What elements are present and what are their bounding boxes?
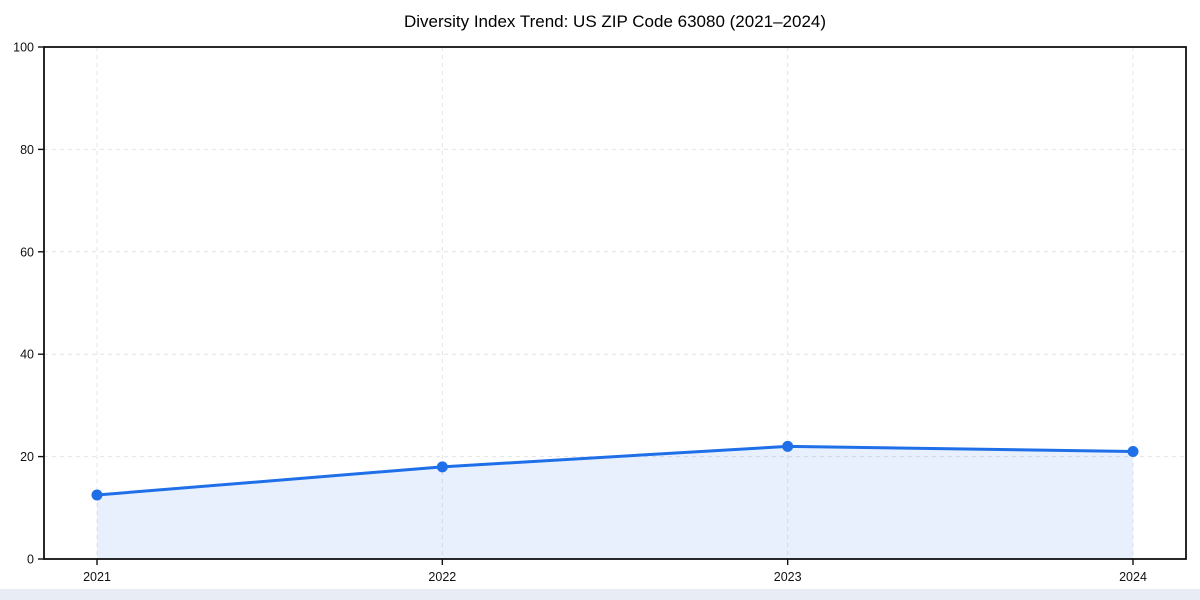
y-tick-label: 100: [13, 41, 34, 55]
trend-line: [95, 444, 1135, 497]
y-tick-label: 20: [20, 450, 34, 464]
y-tick-label: 40: [20, 348, 34, 362]
chart-title: Diversity Index Trend: US ZIP Code 63080…: [403, 12, 827, 31]
x-tick-label: 2022: [428, 570, 456, 584]
data-point: [1127, 445, 1139, 457]
data-point: [91, 489, 103, 501]
data-point: [436, 461, 448, 473]
y-tick-label: 0: [27, 553, 34, 567]
plot-border: [43, 46, 1187, 560]
x-tick-label: 2021: [83, 570, 111, 584]
x-tick-label: 2023: [774, 570, 802, 584]
x-tick-label: 2024: [1119, 570, 1147, 584]
y-tick-label: 80: [20, 143, 34, 157]
area-fill: [97, 446, 1133, 559]
bottom-strip: [0, 589, 1200, 600]
data-point: [782, 440, 794, 452]
y-tick-label: 60: [20, 245, 34, 259]
